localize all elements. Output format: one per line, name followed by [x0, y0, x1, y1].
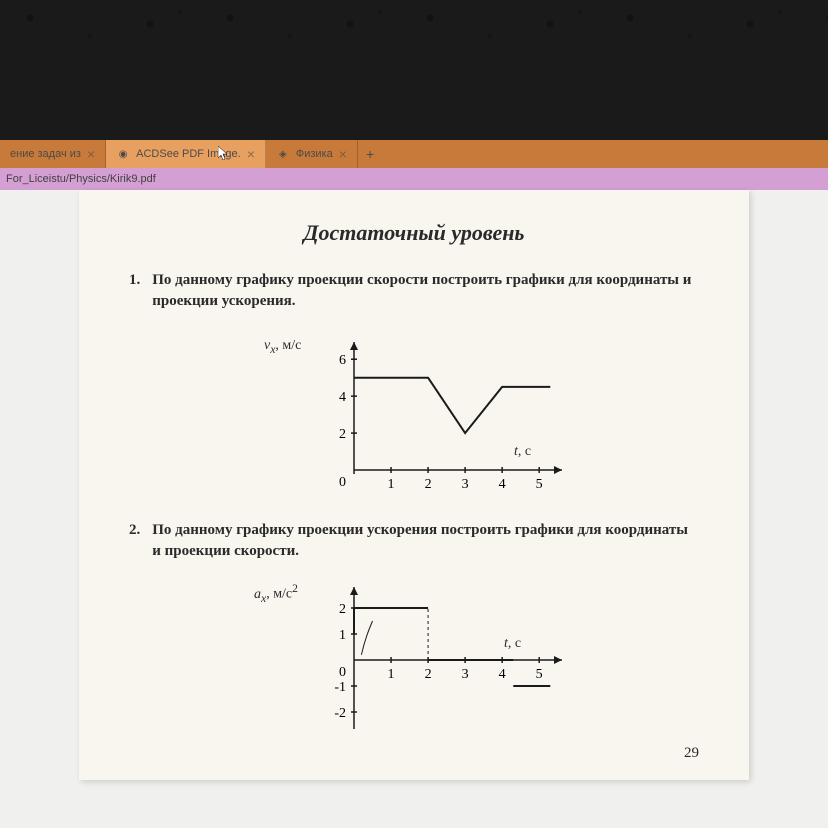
tab-2[interactable]: ◈ Физика ×	[266, 140, 358, 168]
site-icon: ◈	[276, 147, 290, 161]
svg-text:3: 3	[462, 667, 469, 682]
page-number: 29	[684, 745, 699, 762]
tab-0[interactable]: ение задач из ×	[0, 140, 106, 168]
browser-tab-bar: ение задач из × ◉ ACDSee PDF Image. × ◈ …	[0, 140, 828, 168]
problem-2: 2. По данному графику проекции ускорения…	[129, 520, 699, 750]
address-bar[interactable]: For_Liceistu/Physics/Kirik9.pdf	[0, 168, 828, 190]
page-title: Достаточный уровень	[129, 220, 699, 246]
svg-text:4: 4	[499, 667, 506, 682]
velocity-chart: 123452460vx, м/сt, с	[254, 330, 574, 500]
viewport[interactable]: Достаточный уровень 1. По данному график…	[0, 190, 828, 828]
svg-text:5: 5	[536, 667, 543, 682]
acceleration-chart: 12345-2-1120ax, м/с2t, с	[244, 580, 584, 750]
svg-text:-2: -2	[334, 706, 346, 721]
svg-text:4: 4	[499, 477, 506, 492]
chart-1-wrap: 123452460vx, м/сt, с	[129, 330, 699, 500]
svg-text:2: 2	[425, 477, 432, 492]
problem-number: 2.	[129, 520, 140, 562]
problem-body: По данному графику проекции ускорения по…	[152, 520, 699, 562]
svg-text:5: 5	[536, 477, 543, 492]
new-tab-button[interactable]: +	[358, 146, 382, 162]
svg-text:3: 3	[462, 477, 469, 492]
problem-number: 1.	[129, 270, 140, 312]
close-icon[interactable]: ×	[247, 146, 255, 162]
svg-text:-1: -1	[334, 680, 346, 695]
globe-icon: ◉	[116, 147, 130, 161]
problem-1: 1. По данному графику проекции скорости …	[129, 270, 699, 500]
svg-text:0: 0	[339, 475, 346, 490]
chart-2-wrap: 12345-2-1120ax, м/с2t, с	[129, 580, 699, 750]
url-path: For_Liceistu/Physics/Kirik9.pdf	[6, 173, 156, 185]
svg-text:2: 2	[425, 667, 432, 682]
svg-text:2: 2	[339, 427, 346, 442]
close-icon[interactable]: ×	[87, 146, 95, 162]
tab-label: Физика	[296, 148, 333, 160]
svg-text:0: 0	[339, 665, 346, 680]
svg-text:4: 4	[339, 390, 346, 405]
svg-text:1: 1	[388, 477, 395, 492]
monitor-bezel	[0, 60, 828, 140]
close-icon[interactable]: ×	[339, 146, 347, 162]
pdf-page: Достаточный уровень 1. По данному график…	[79, 190, 749, 780]
tab-label: ение задач из	[10, 148, 81, 160]
tab-label: ACDSee PDF Image.	[136, 148, 241, 160]
tab-1[interactable]: ◉ ACDSee PDF Image. ×	[106, 140, 266, 168]
svg-text:1: 1	[388, 667, 395, 682]
desktop-wallpaper	[0, 0, 828, 60]
problem-body: По данному графику проекции скорости пос…	[152, 270, 699, 312]
svg-text:1: 1	[339, 628, 346, 643]
